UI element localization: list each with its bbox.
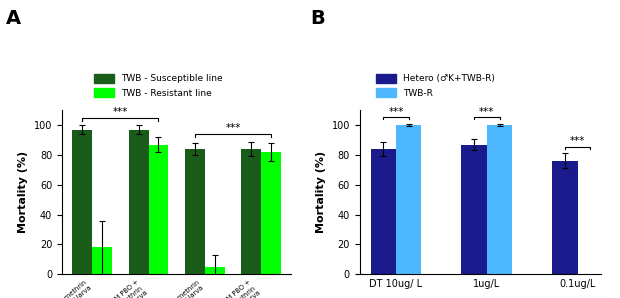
Text: B: B	[310, 9, 325, 28]
Text: A: A	[6, 9, 21, 28]
Bar	[552, 161, 578, 274]
Text: ***: ***	[388, 106, 404, 117]
Y-axis label: Mortality (%): Mortality (%)	[19, 151, 29, 233]
Legend: TWB - Susceptible line, TWB - Resistant line: TWB - Susceptible line, TWB - Resistant …	[94, 74, 223, 97]
Bar	[261, 152, 281, 274]
Legend: Hetero (♂K+TWB-R), TWB-R: Hetero (♂K+TWB-R), TWB-R	[376, 74, 495, 97]
Text: ***: ***	[479, 106, 495, 117]
Bar	[241, 149, 261, 274]
Y-axis label: Mortality (%): Mortality (%)	[316, 151, 326, 233]
Bar	[129, 130, 149, 274]
Text: ***: ***	[570, 136, 585, 146]
Bar	[371, 149, 396, 274]
Bar	[396, 125, 422, 274]
Bar	[487, 125, 512, 274]
Bar	[461, 145, 487, 274]
Bar	[205, 267, 224, 274]
Text: ***: ***	[225, 123, 241, 134]
Text: ***: ***	[113, 107, 128, 117]
Bar	[73, 130, 92, 274]
Bar	[185, 149, 205, 274]
Bar	[149, 145, 169, 274]
Bar	[92, 247, 112, 274]
